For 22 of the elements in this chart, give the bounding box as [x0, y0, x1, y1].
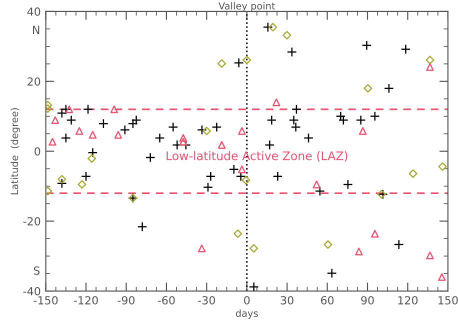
x-tick-label: 150	[438, 296, 458, 304]
y-tick-label: 0	[34, 147, 40, 156]
x-tick-label: 60	[320, 296, 334, 304]
y-tick-label: -40	[23, 287, 40, 296]
x-tick-label: 120	[398, 296, 418, 304]
x-axis-title: days	[236, 309, 258, 319]
ref-line-label: Valley point	[218, 2, 276, 12]
x-tick-label: -60	[158, 296, 175, 304]
x-tick-label: -120	[74, 296, 98, 304]
x-tick-label: -150	[34, 296, 58, 304]
text: S	[34, 266, 40, 275]
y-tick-label: 40	[27, 7, 40, 16]
x-tick-label: -90	[118, 296, 135, 304]
x-tick-label: 30	[280, 296, 294, 304]
annotation: Low-latitude Active Zone (LAZ)	[166, 151, 348, 162]
x-tick-label: -30	[198, 296, 215, 304]
y-axis-title: Latitude (degree)	[10, 108, 20, 194]
y-tick-label: 20	[28, 77, 40, 86]
x-tick-label: 90	[361, 296, 374, 304]
x-tick-label: 0	[244, 296, 250, 304]
y-tick-label: -20	[23, 217, 40, 226]
text: N	[33, 26, 40, 34]
